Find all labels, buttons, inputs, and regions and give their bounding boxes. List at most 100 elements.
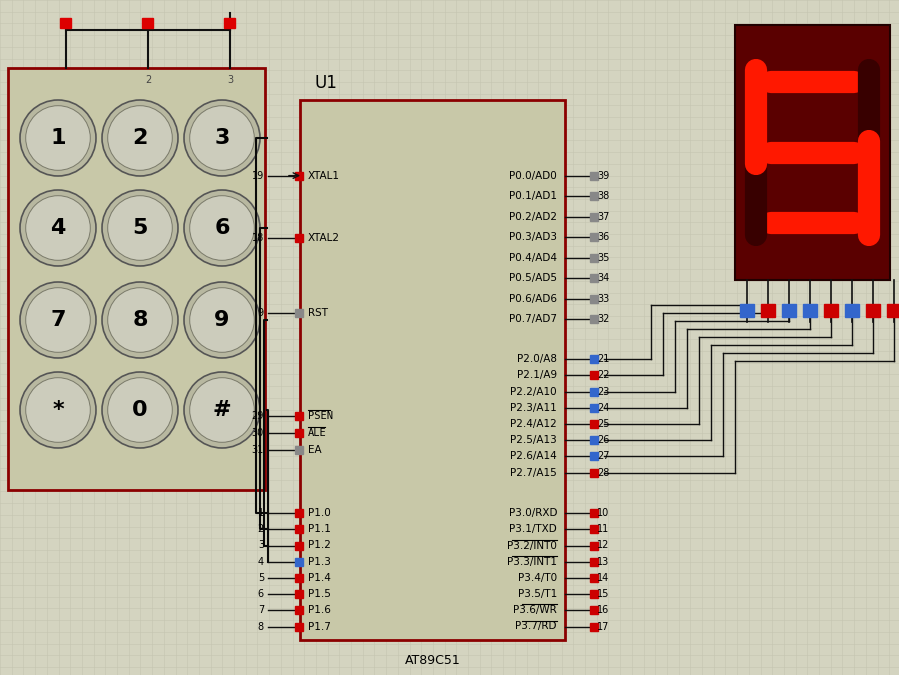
Bar	[295, 606, 303, 614]
Text: 15: 15	[597, 589, 610, 599]
Circle shape	[108, 196, 173, 261]
Text: P3.1/TXD: P3.1/TXD	[509, 524, 557, 535]
Bar	[590, 622, 598, 630]
Bar	[300, 100, 565, 640]
Text: 35: 35	[597, 252, 610, 263]
Bar	[590, 509, 598, 517]
Text: P3.4/T0: P3.4/T0	[518, 573, 557, 583]
Bar	[224, 18, 235, 28]
Text: RST: RST	[308, 308, 328, 319]
Text: 28: 28	[597, 468, 610, 478]
Text: 1: 1	[50, 128, 66, 148]
Circle shape	[20, 372, 96, 448]
Text: 21: 21	[597, 354, 610, 364]
Circle shape	[20, 190, 96, 266]
Bar	[590, 574, 598, 582]
Text: 9: 9	[214, 310, 229, 330]
Bar	[295, 234, 303, 242]
Bar	[740, 304, 754, 317]
Text: 1: 1	[258, 508, 264, 518]
Text: 5: 5	[132, 218, 147, 238]
Bar	[590, 541, 598, 549]
Text: 12: 12	[597, 541, 610, 551]
Text: 9: 9	[258, 308, 264, 319]
Bar	[590, 295, 598, 302]
Text: 4: 4	[258, 557, 264, 567]
Bar	[590, 404, 598, 412]
Text: 3: 3	[258, 541, 264, 551]
Bar	[142, 18, 153, 28]
Text: P2.7/A15: P2.7/A15	[511, 468, 557, 478]
Bar	[590, 213, 598, 221]
Bar	[295, 590, 303, 598]
Bar	[845, 304, 859, 317]
Circle shape	[190, 288, 254, 352]
Bar	[295, 309, 303, 317]
Text: 38: 38	[597, 191, 610, 201]
Text: *: *	[52, 400, 64, 420]
Text: 2: 2	[145, 75, 151, 85]
Text: 24: 24	[597, 403, 610, 413]
Circle shape	[26, 378, 90, 442]
Circle shape	[108, 378, 173, 442]
Text: 4: 4	[50, 218, 66, 238]
Text: 6: 6	[258, 589, 264, 599]
Text: P0.5/AD5: P0.5/AD5	[509, 273, 557, 284]
Text: P1.5: P1.5	[308, 589, 331, 599]
Bar	[295, 558, 303, 566]
Text: 33: 33	[597, 294, 610, 304]
Bar	[295, 171, 303, 180]
Text: P1.7: P1.7	[308, 622, 331, 632]
Text: P2.2/A10: P2.2/A10	[511, 387, 557, 397]
Circle shape	[108, 288, 173, 352]
Text: 13: 13	[597, 557, 610, 567]
Circle shape	[20, 282, 96, 358]
Bar	[590, 371, 598, 379]
Bar	[590, 192, 598, 200]
Bar	[295, 509, 303, 517]
Text: PSEN: PSEN	[308, 411, 333, 421]
Text: 39: 39	[597, 171, 610, 181]
Text: P3.6/WR: P3.6/WR	[513, 605, 557, 616]
Text: P1.3: P1.3	[308, 557, 331, 567]
Bar	[295, 429, 303, 437]
Bar	[590, 254, 598, 262]
Text: P3.3/INT1: P3.3/INT1	[507, 557, 557, 567]
Text: 8: 8	[258, 622, 264, 632]
Circle shape	[184, 372, 260, 448]
Text: 10: 10	[597, 508, 610, 518]
Circle shape	[102, 100, 178, 176]
Bar	[295, 574, 303, 582]
Circle shape	[26, 196, 90, 261]
Text: 2: 2	[132, 128, 147, 148]
Text: P1.0: P1.0	[308, 508, 331, 518]
Bar	[590, 355, 598, 363]
Text: 0: 0	[132, 400, 147, 420]
Text: P3.7/RD: P3.7/RD	[515, 622, 557, 632]
Text: 2: 2	[258, 524, 264, 535]
Text: P1.1: P1.1	[308, 524, 331, 535]
Text: P0.3/AD3: P0.3/AD3	[509, 232, 557, 242]
Text: 14: 14	[597, 573, 610, 583]
Text: 37: 37	[597, 212, 610, 221]
Bar	[735, 25, 890, 280]
Text: P2.3/A11: P2.3/A11	[511, 403, 557, 413]
Bar	[887, 304, 899, 317]
Circle shape	[20, 100, 96, 176]
Circle shape	[184, 282, 260, 358]
Bar	[60, 18, 71, 28]
Text: P2.1/A9: P2.1/A9	[517, 371, 557, 381]
Text: 25: 25	[597, 419, 610, 429]
Text: 32: 32	[597, 315, 610, 324]
Circle shape	[184, 190, 260, 266]
Circle shape	[102, 190, 178, 266]
Text: #: #	[213, 400, 231, 420]
Circle shape	[102, 372, 178, 448]
Text: 5: 5	[258, 573, 264, 583]
Bar	[295, 541, 303, 549]
Bar	[295, 446, 303, 454]
Text: P2.5/A13: P2.5/A13	[511, 435, 557, 446]
Text: P0.2/AD2: P0.2/AD2	[509, 212, 557, 221]
Bar	[8, 68, 265, 490]
Text: 29: 29	[252, 411, 264, 421]
